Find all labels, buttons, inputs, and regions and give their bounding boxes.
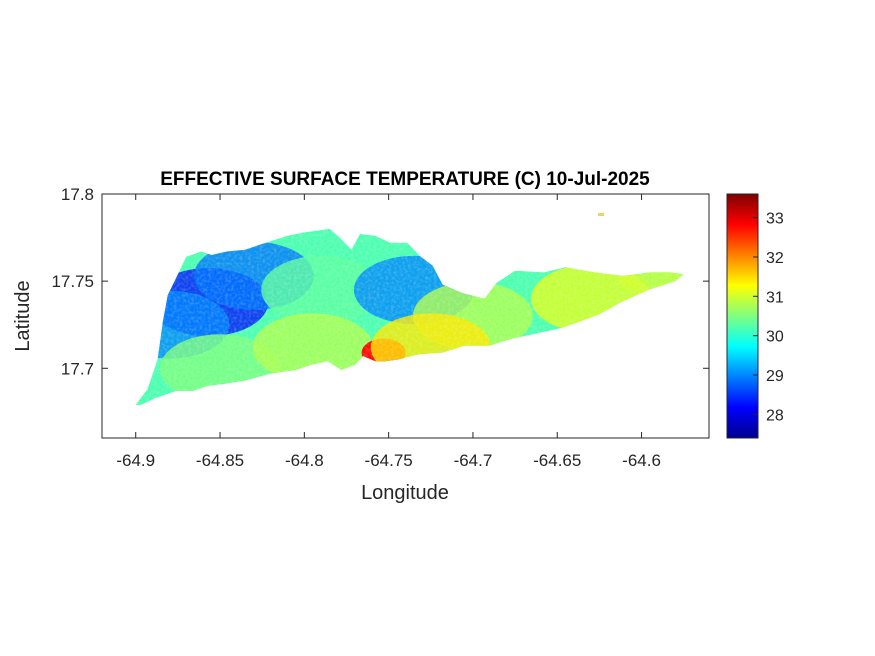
x-tick-label: -64.7 [454, 451, 493, 470]
small-islet [598, 213, 604, 216]
chart-title: EFFECTIVE SURFACE TEMPERATURE (C) 10-Jul… [160, 169, 650, 190]
colorbar [726, 193, 759, 439]
x-tick-label: -64.8 [285, 451, 324, 470]
colorbar-tick-label: 33 [766, 211, 784, 228]
x-axis-ticks: -64.9 -64.85 -64.8 -64.75 -64.7 -64.65 -64.6 [116, 194, 661, 470]
y-axis-label: Latitude [12, 280, 34, 351]
x-axis-label: Longitude [361, 482, 449, 504]
colorbar-ticks: 28 29 30 31 32 33 [753, 211, 784, 424]
y-tick-label: 17.7 [61, 359, 94, 378]
x-tick-label: -64.9 [116, 451, 155, 470]
x-tick-label: -64.85 [196, 451, 244, 470]
colorbar-tick-label: 31 [766, 289, 784, 306]
y-tick-label: 17.8 [61, 185, 94, 204]
colorbar-tick-label: 32 [766, 250, 784, 267]
y-tick-label: 17.75 [51, 272, 94, 291]
colorbar-tick-label: 28 [766, 407, 784, 424]
x-tick-label: -64.6 [622, 451, 661, 470]
colorbar-tick-label: 30 [766, 329, 784, 346]
x-tick-label: -64.75 [365, 451, 413, 470]
colorbar-tick-label: 29 [766, 368, 784, 385]
y-axis-ticks: 17.7 17.75 17.8 [51, 185, 709, 378]
x-tick-label: -64.65 [533, 451, 581, 470]
